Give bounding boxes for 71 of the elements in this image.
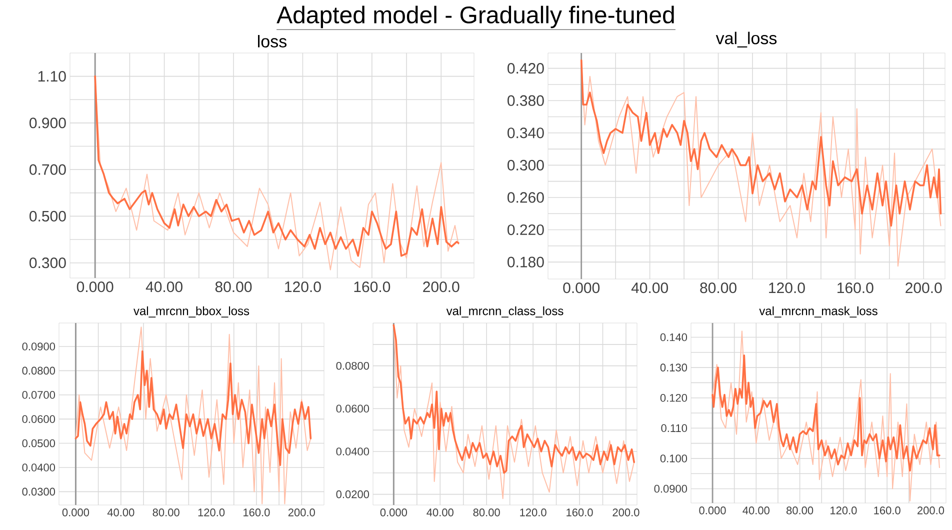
y-tick-label: 0.500 xyxy=(30,210,66,222)
x-tick-label: 0.000 xyxy=(380,508,407,516)
x-tick-label: 120.0 xyxy=(769,282,805,294)
x-tick-label: 0.000 xyxy=(62,508,90,516)
y-tick-label: 0.0700 xyxy=(22,391,56,399)
y-tick-label: 0.130 xyxy=(660,364,688,372)
y-tick-label: 0.0400 xyxy=(22,464,56,472)
y-tick-label: 0.0600 xyxy=(336,404,370,413)
x-tick-label: 120.0 xyxy=(830,506,857,514)
x-tick-label: 200.0 xyxy=(423,282,460,292)
chart-title: val_mrcnn_bbox_loss xyxy=(134,306,250,318)
x-tick-label: 160.0 xyxy=(838,282,874,294)
x-tick-label: 40.00 xyxy=(742,506,770,514)
line-series xyxy=(74,350,312,466)
x-tick-label: 40.00 xyxy=(631,282,668,294)
y-tick-label: 0.0800 xyxy=(336,362,370,370)
y-tick-label: 0.900 xyxy=(30,118,66,128)
y-tick-label: 1.10 xyxy=(38,71,66,82)
line-series xyxy=(75,326,312,504)
x-tick-label: 80.00 xyxy=(215,282,252,292)
x-tick-label: 120.0 xyxy=(198,508,225,516)
y-tick-label: 0.300 xyxy=(508,160,544,170)
y-tick-label: 0.300 xyxy=(30,258,66,268)
line-series xyxy=(712,330,940,502)
y-tick-label: 0.0900 xyxy=(654,484,688,493)
x-tick-label: 160.0 xyxy=(566,508,593,516)
x-tick-label: 120.0 xyxy=(520,508,546,516)
y-tick-label: 0.0600 xyxy=(22,415,56,423)
line-series xyxy=(580,59,942,227)
y-tick-label: 0.0900 xyxy=(22,342,56,350)
y-tick-label: 0.140 xyxy=(660,333,688,342)
x-tick-label: 120.0 xyxy=(285,282,321,292)
x-tick-label: 80.00 xyxy=(473,508,500,516)
x-tick-label: 160.0 xyxy=(354,282,390,292)
y-tick-label: 0.0800 xyxy=(22,366,56,375)
chart-title: Adapted model - Gradually fine-tuned xyxy=(276,6,674,28)
chart-title: val_mrcnn_class_loss xyxy=(446,306,564,318)
y-tick-label: 0.420 xyxy=(508,63,544,74)
y-tick-label: 0.260 xyxy=(508,192,544,203)
y-tick-label: 0.180 xyxy=(508,256,544,268)
chart-title: val_loss xyxy=(716,32,777,48)
y-tick-label: 0.700 xyxy=(30,164,66,175)
x-tick-label: 160.0 xyxy=(244,508,270,516)
x-tick-label: 160.0 xyxy=(874,506,900,514)
x-tick-label: 0.000 xyxy=(76,282,114,292)
x-tick-label: 40.00 xyxy=(426,508,454,516)
y-tick-label: 0.100 xyxy=(660,454,688,462)
y-tick-label: 0.0400 xyxy=(336,448,370,456)
y-tick-label: 0.0200 xyxy=(336,490,370,498)
x-tick-label: 80.00 xyxy=(786,506,814,514)
x-tick-label: 0.000 xyxy=(699,506,726,514)
y-tick-label: 0.380 xyxy=(508,95,544,106)
x-tick-label: 40.00 xyxy=(107,508,134,516)
x-tick-label: 0.000 xyxy=(563,282,600,294)
x-tick-label: 200.0 xyxy=(288,508,315,516)
line-series xyxy=(712,354,940,472)
x-tick-label: 200.0 xyxy=(612,508,640,516)
x-tick-label: 200.0 xyxy=(906,282,942,294)
x-tick-label: 200.0 xyxy=(918,506,944,514)
x-tick-label: 80.00 xyxy=(700,282,736,294)
y-tick-label: 0.0300 xyxy=(22,488,56,496)
line-series xyxy=(392,324,636,474)
y-tick-label: 0.340 xyxy=(508,128,544,138)
x-tick-label: 80.00 xyxy=(152,508,180,516)
chart-title: val_mrcnn_mask_loss xyxy=(759,306,878,318)
y-tick-label: 0.220 xyxy=(508,224,544,236)
y-tick-label: 0.0500 xyxy=(22,439,56,448)
chart-subtitle: loss xyxy=(258,34,287,48)
y-tick-label: 0.120 xyxy=(660,394,688,402)
y-tick-label: 0.110 xyxy=(661,424,688,432)
x-tick-label: 40.00 xyxy=(146,282,182,292)
